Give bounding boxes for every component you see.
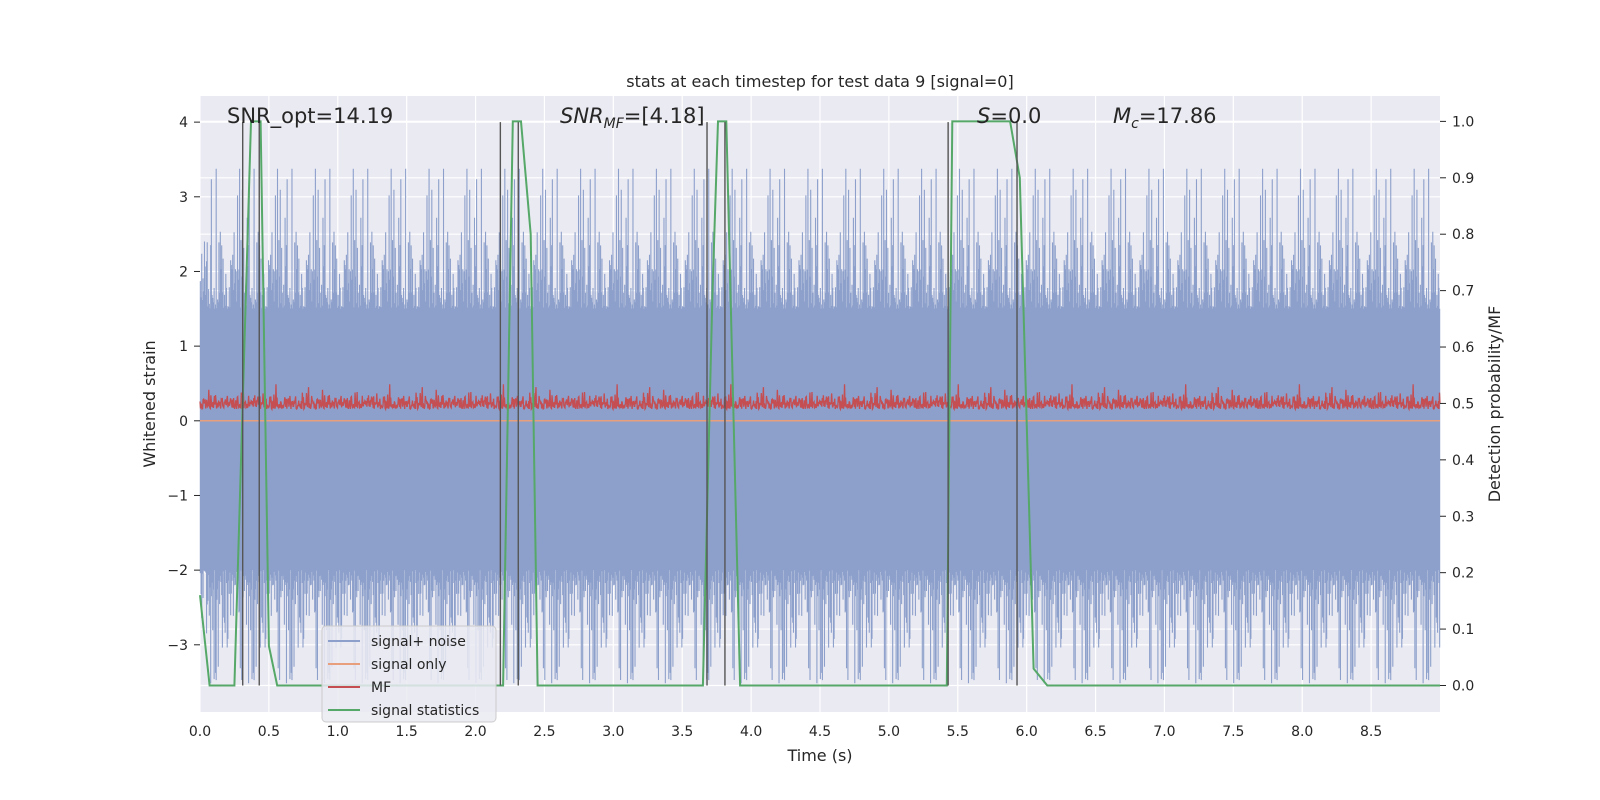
y-left-axis-label: Whitened strain: [140, 340, 159, 467]
y-right-tick-label: 0.7: [1452, 284, 1474, 300]
x-tick-label: 2.5: [533, 724, 555, 740]
annotations: SNR_opt=14.19 SNRMF=[4.18] S=0.0 Mc=17.86: [227, 104, 1217, 132]
y-right-tick-label: 0.6: [1452, 340, 1474, 356]
y-left-tick-label: 4: [179, 115, 188, 131]
x-tick-label: 3.0: [602, 724, 624, 740]
annotation: S=0.0: [977, 104, 1041, 128]
y-left-tick-label: 0: [179, 414, 188, 430]
x-tick-label: 6.0: [1016, 724, 1038, 740]
annotation: SNR_opt=14.19: [227, 104, 393, 129]
chart-title: stats at each timestep for test data 9 […: [626, 72, 1013, 91]
y-right-tick-label: 0.0: [1452, 678, 1474, 694]
x-tick-label: 4.0: [740, 724, 762, 740]
y-left-tick-label: −1: [167, 488, 188, 504]
x-tick-label: 1.0: [327, 724, 349, 740]
x-tick-label: 5.0: [878, 724, 900, 740]
legend-box: [321, 625, 497, 723]
x-tick-label: 7.0: [1153, 724, 1175, 740]
x-tick-label: 4.5: [809, 724, 831, 740]
x-tick-label: 2.0: [464, 724, 486, 740]
annotation: Mc=17.86: [1113, 104, 1217, 132]
y-right-tick-label: 0.1: [1452, 622, 1474, 638]
signal-statistics-line: [199, 120, 1440, 687]
y-right-tick-labels: 1.0 0.9 0.8 0.7 0.6 0.5 0.4 0.3 0.2 0.1 0.0: [1440, 114, 1474, 694]
x-tick-label: 5.5: [947, 724, 969, 740]
y-right-tick-label: 0.5: [1452, 396, 1474, 412]
x-tick-label: 7.5: [1222, 724, 1244, 740]
x-tick-label: 6.5: [1084, 724, 1106, 740]
x-tick-label: 3.5: [671, 724, 693, 740]
y-right-axis-label: Detection probability/MF: [1485, 306, 1504, 503]
x-tick-label: 8.0: [1291, 724, 1313, 740]
y-left-tick-label: −2: [167, 563, 188, 579]
x-tick-labels: 0.0 0.5 1.0 1.5 2.0 2.5 3.0 3.5 4.0 4.5 5.0 5.5 6.0 6…: [189, 724, 1382, 740]
y-right-tick-label: 0.8: [1452, 227, 1474, 243]
annotation: SNRMF=[4.18]: [560, 104, 705, 132]
x-tick-label: 8.5: [1360, 724, 1382, 740]
y-left-tick-label: 3: [179, 190, 188, 206]
mf-series: [199, 384, 1441, 412]
y-left-tick-label: 2: [179, 264, 188, 280]
y-right-tick-label: 0.2: [1452, 566, 1474, 582]
vertical-markers: [242, 122, 1018, 686]
y-right-tick-label: 1.0: [1452, 114, 1474, 130]
mf-line: [199, 384, 1441, 412]
y-left-tick-labels: 4 3 2 1 0 −1 −2 −3: [167, 115, 200, 654]
legend: signal+ noise signal only MF signal statist…: [321, 625, 497, 723]
x-tick-label: 1.5: [396, 724, 418, 740]
x-tick-label: 0.0: [189, 724, 211, 740]
legend-entry: MF: [371, 680, 391, 696]
y-right-tick-label: 0.4: [1452, 453, 1474, 469]
y-left-tick-label: −3: [167, 638, 188, 654]
legend-entry: signal statistics: [371, 703, 479, 719]
legend-entry: signal only: [371, 657, 446, 673]
x-axis-label: Time (s): [786, 746, 852, 765]
legend-entry: signal+ noise: [371, 634, 466, 650]
y-right-tick-label: 0.9: [1452, 171, 1474, 187]
x-tick-label: 0.5: [258, 724, 280, 740]
y-left-tick-label: 1: [179, 339, 188, 355]
signal-statistics-series: [199, 120, 1440, 687]
y-right-tick-label: 0.3: [1452, 509, 1474, 525]
signal-noise-series: [199, 168, 1441, 684]
